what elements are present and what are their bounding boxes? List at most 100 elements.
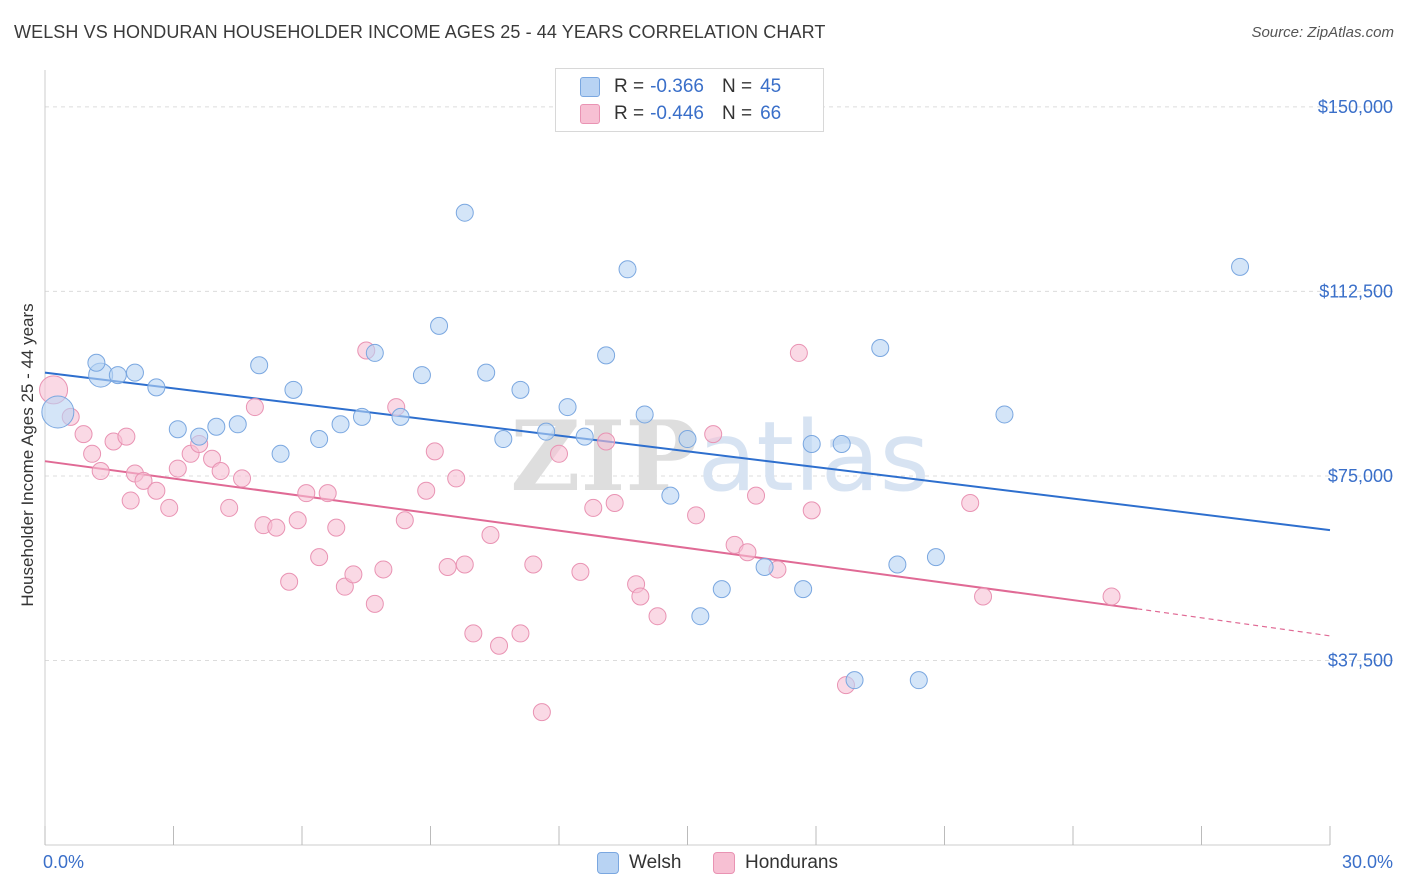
hondurans-point bbox=[233, 469, 252, 488]
welsh-point bbox=[430, 316, 449, 335]
welsh-n-label: N = bbox=[721, 76, 753, 97]
welsh-point bbox=[575, 427, 594, 446]
legend-item-hondurans: Hondurans bbox=[713, 852, 838, 874]
hondurans-point bbox=[605, 494, 624, 513]
welsh-point bbox=[537, 422, 556, 441]
correlation-legend: R = -0.366 N = 45 R = -0.446 N = 66 bbox=[555, 68, 824, 132]
welsh-point bbox=[1231, 257, 1250, 276]
hondurans-point bbox=[789, 343, 808, 362]
hondurans-legend-swatch bbox=[713, 852, 735, 874]
welsh-point bbox=[250, 356, 269, 375]
hondurans-point bbox=[571, 562, 590, 581]
chart-title: WELSH VS HONDURAN HOUSEHOLDER INCOME AGE… bbox=[14, 22, 826, 42]
hondurans-point bbox=[121, 491, 140, 510]
hondurans-point bbox=[335, 577, 354, 596]
hondurans-point bbox=[203, 449, 222, 468]
hondurans-point bbox=[464, 624, 483, 643]
welsh-point bbox=[284, 380, 303, 399]
welsh-r-label: R = bbox=[614, 76, 645, 97]
hondurans-point bbox=[747, 486, 766, 505]
hondurans-point bbox=[597, 432, 616, 451]
hondurans-point bbox=[524, 555, 543, 574]
welsh-point bbox=[618, 260, 637, 279]
hondurans-swatch bbox=[580, 104, 600, 124]
hondurans-point bbox=[318, 484, 337, 503]
hondurans-point bbox=[511, 624, 530, 643]
hondurans-point bbox=[168, 459, 187, 478]
y-tick-labels: $37,500 $75,000 $112,500 $150,000 bbox=[1318, 97, 1393, 671]
welsh-point bbox=[926, 548, 945, 567]
hondurans-point bbox=[1102, 587, 1121, 606]
hondurans-point bbox=[91, 462, 110, 481]
hondurans-point bbox=[704, 425, 723, 444]
welsh-point bbox=[331, 415, 350, 434]
welsh-point bbox=[87, 353, 106, 372]
hondurans-point bbox=[365, 594, 384, 613]
welsh-point bbox=[190, 427, 209, 446]
welsh-point bbox=[871, 339, 890, 358]
legend-item-welsh: Welsh bbox=[597, 852, 681, 874]
hondurans-point bbox=[481, 526, 500, 544]
welsh-point bbox=[147, 378, 166, 397]
y-tick-label: $37,500 bbox=[1328, 650, 1393, 670]
hondurans-point bbox=[687, 506, 706, 525]
source-label: Source: ZipAtlas.com bbox=[1251, 24, 1394, 41]
hondurans-point bbox=[438, 557, 457, 576]
welsh-point bbox=[802, 434, 821, 453]
welsh-point bbox=[712, 580, 731, 599]
gridlines bbox=[45, 106, 1395, 661]
hondurans-point bbox=[974, 587, 993, 606]
hondurans-point bbox=[310, 548, 329, 567]
welsh-point bbox=[125, 363, 144, 382]
hondurans-point bbox=[584, 498, 603, 517]
hondurans-point bbox=[738, 543, 757, 562]
welsh-point bbox=[365, 343, 384, 362]
welsh-point bbox=[391, 407, 410, 426]
hondurans-point bbox=[425, 442, 444, 461]
hondurans-point bbox=[631, 587, 650, 606]
welsh-point bbox=[511, 380, 530, 399]
hondurans-trend-extension bbox=[1137, 608, 1331, 637]
hondurans-point bbox=[417, 481, 436, 500]
welsh-point bbox=[168, 420, 187, 439]
hondurans-point bbox=[550, 444, 568, 463]
welsh-point bbox=[635, 405, 654, 424]
hondurans-point bbox=[211, 462, 230, 481]
welsh-point bbox=[108, 366, 127, 385]
hondurans-n-value: 66 bbox=[760, 103, 782, 124]
hondurans-point bbox=[327, 518, 346, 537]
welsh-point bbox=[661, 486, 680, 505]
welsh-point bbox=[310, 430, 329, 449]
trend-lines bbox=[44, 371, 1331, 637]
legend-row-hondurans: R = -0.446 N = 66 bbox=[580, 102, 781, 126]
welsh-point bbox=[995, 405, 1014, 424]
hondurans-point bbox=[117, 427, 136, 446]
x-tick-max: 30.0% bbox=[1341, 852, 1393, 872]
hondurans-point bbox=[455, 555, 474, 574]
hondurans-point bbox=[220, 498, 239, 517]
watermark: ZIPatlas bbox=[510, 400, 929, 513]
hondurans-point bbox=[297, 484, 316, 503]
welsh-point bbox=[888, 555, 907, 574]
data-points bbox=[39, 203, 1250, 722]
welsh-point bbox=[228, 415, 247, 434]
hondurans-point bbox=[490, 636, 509, 655]
welsh-point bbox=[271, 444, 290, 463]
welsh-point bbox=[207, 417, 226, 436]
hondurans-point bbox=[961, 494, 980, 513]
welsh-point bbox=[352, 407, 371, 426]
hondurans-point bbox=[395, 511, 414, 530]
hondurans-point bbox=[160, 498, 179, 517]
y-tick-label: $150,000 bbox=[1318, 97, 1393, 117]
welsh-point bbox=[755, 557, 774, 576]
hondurans-n-label: N = bbox=[721, 103, 753, 124]
welsh-point bbox=[691, 607, 710, 626]
hondurans-point bbox=[83, 444, 102, 463]
hondurans-r-label: R = bbox=[614, 103, 645, 124]
welsh-trend-line bbox=[44, 371, 1331, 532]
axes bbox=[44, 70, 1331, 846]
hondurans-point bbox=[267, 518, 286, 537]
welsh-point bbox=[455, 203, 474, 222]
welsh-point bbox=[494, 430, 513, 449]
welsh-n-value: 45 bbox=[760, 76, 782, 97]
